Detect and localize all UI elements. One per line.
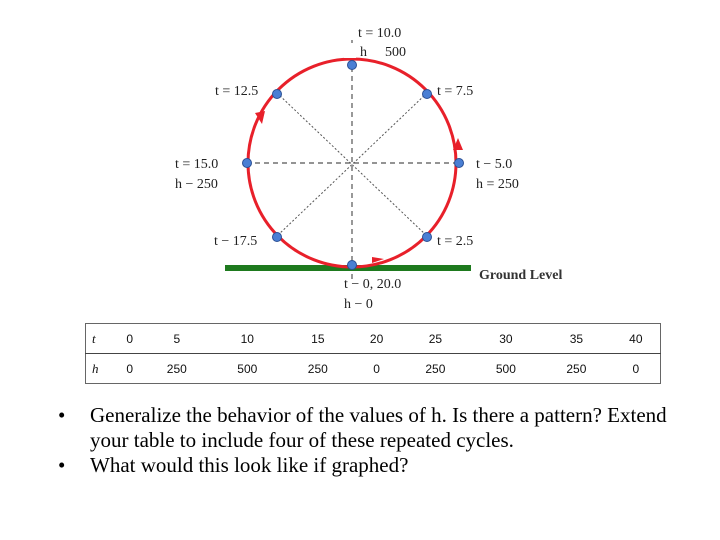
label-h-top-letter: h xyxy=(360,45,367,60)
table-cell: 20 xyxy=(353,323,401,354)
label-h-top-value: 500 xyxy=(385,45,406,60)
question-list: • Generalize the behavior of the values … xyxy=(58,403,678,478)
label-h-right: h = 250 xyxy=(476,177,519,192)
label-t-upper-left: t = 12.5 xyxy=(215,84,258,99)
label-t-top: t = 10.0 xyxy=(358,26,401,41)
spoke-diagonal-a xyxy=(276,92,428,237)
wheel-point xyxy=(454,158,464,168)
label-t-lower-left: t − 17.5 xyxy=(214,234,257,249)
table-cell: 0 xyxy=(353,353,401,384)
row-label-t: t xyxy=(85,323,118,354)
wheel-point xyxy=(272,232,282,242)
label-h-bottom: h − 0 xyxy=(344,297,373,312)
question-text: Generalize the behavior of the values of… xyxy=(90,403,667,452)
list-item: • Generalize the behavior of the values … xyxy=(58,403,678,453)
table-cell: 40 xyxy=(611,323,661,354)
arrow-icon xyxy=(255,111,265,124)
table-cell: 5 xyxy=(141,323,213,354)
label-t-bottom: t − 0, 20.0 xyxy=(344,277,401,292)
table-row-t: t 0 5 10 15 20 25 30 35 40 xyxy=(85,323,661,354)
ground-level-label: Ground Level xyxy=(479,268,562,283)
label-h-left: h − 250 xyxy=(175,177,218,192)
table-cell: 0 xyxy=(611,353,661,384)
ferris-wheel-diagram: t = 10.0 h 500 t = 7.5 t = 12.5 t − 5.0 … xyxy=(175,26,562,312)
label-t-upper-right: t = 7.5 xyxy=(437,84,473,99)
table-cell: 500 xyxy=(212,353,283,384)
question-text: What would this look like if graphed? xyxy=(90,453,409,477)
table-cell: 250 xyxy=(282,353,354,384)
table-cell: 0 xyxy=(118,323,142,354)
row-label-h: h xyxy=(85,353,118,384)
table-cell: 250 xyxy=(400,353,471,384)
label-t-lower-right: t = 2.5 xyxy=(437,234,473,249)
wheel-point xyxy=(347,260,357,270)
arrow-icon xyxy=(372,257,384,263)
label-t-left: t = 15.0 xyxy=(175,157,218,172)
table-cell: 500 xyxy=(470,353,542,384)
wheel-point xyxy=(347,60,357,70)
bullet-icon: • xyxy=(58,403,66,427)
label-t-right: t − 5.0 xyxy=(476,157,512,172)
spoke-diagonal-b xyxy=(276,92,428,237)
t-h-table: t 0 5 10 15 20 25 30 35 40 h 0 250 500 2… xyxy=(85,323,661,384)
table-row-h: h 0 250 500 250 0 250 500 250 0 xyxy=(85,353,661,384)
table-cell: 10 xyxy=(212,323,283,354)
arrow-icon xyxy=(453,138,463,150)
table-cell: 0 xyxy=(118,353,142,384)
table-cell: 15 xyxy=(282,323,354,354)
table-cell: 250 xyxy=(541,353,612,384)
table-cell: 30 xyxy=(470,323,542,354)
wheel-point xyxy=(422,89,432,99)
list-item: • What would this look like if graphed? xyxy=(58,453,678,478)
table-cell: 250 xyxy=(141,353,213,384)
table-cell: 35 xyxy=(541,323,612,354)
wheel-point xyxy=(242,158,252,168)
table-cell: 25 xyxy=(400,323,471,354)
bullet-icon: • xyxy=(58,453,66,477)
wheel-point xyxy=(422,232,432,242)
wheel-point xyxy=(272,89,282,99)
